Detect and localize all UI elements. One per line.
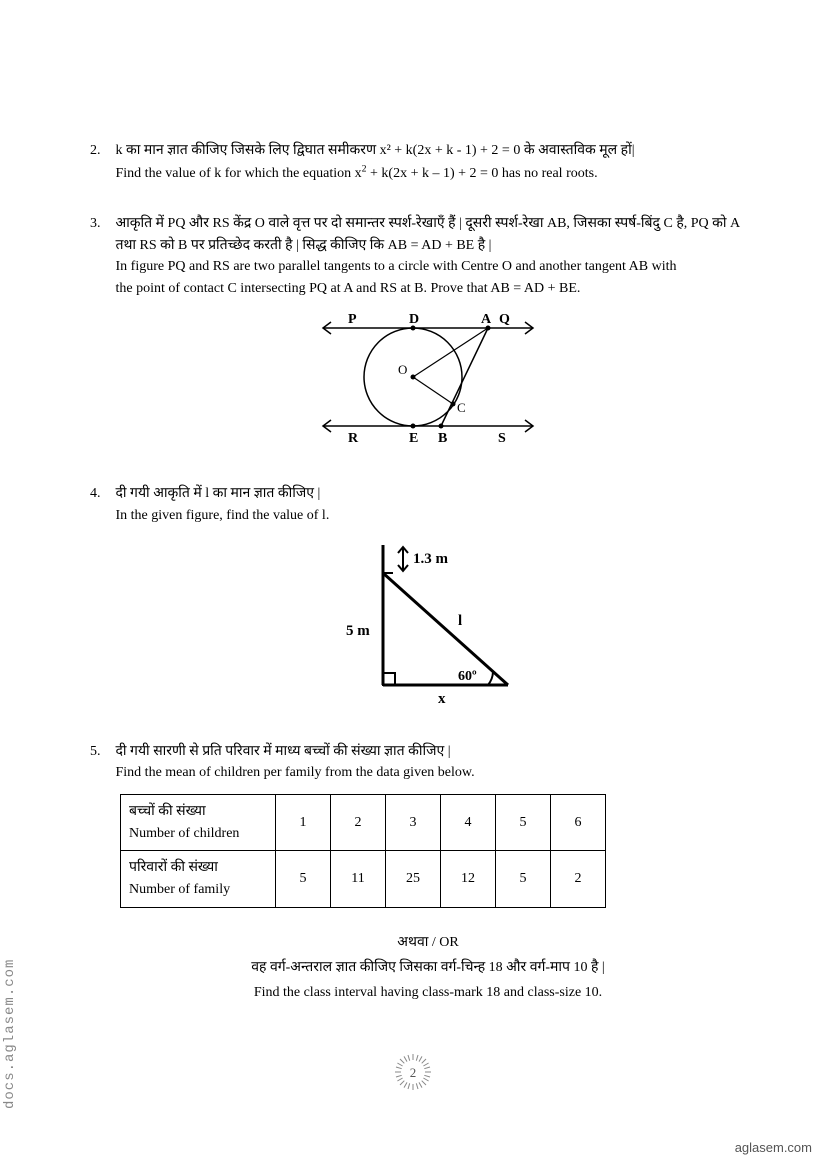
svg-text:R: R <box>348 431 359 446</box>
cell: 5 <box>496 794 551 850</box>
cell: 3 <box>386 794 441 850</box>
q3-hindi-a: आकृति में PQ और RS केंद्र O वाले वृत्त प… <box>116 216 741 231</box>
triangle-diagram: 1.3 m 5 m l 60º x <box>313 535 543 705</box>
cell: 2 <box>331 794 386 850</box>
or-block: अथवा / OR वह वर्ग-अन्तराल ज्ञात कीजिए जि… <box>90 930 766 1006</box>
circle-tangent-diagram: P D A Q O C R E B S <box>313 308 543 448</box>
question-number: 5. <box>90 741 112 763</box>
svg-text:l: l <box>458 613 462 629</box>
page-number-badge: 2 <box>391 1050 435 1099</box>
svg-text:P: P <box>348 312 357 327</box>
svg-text:E: E <box>409 431 418 446</box>
svg-text:A: A <box>481 312 492 327</box>
cell: 1 <box>276 794 331 850</box>
q4-en: In the given figure, find the value of l… <box>116 508 330 523</box>
q2-en-part-a: Find the value of k for which the equati… <box>116 166 362 181</box>
svg-text:D: D <box>409 312 419 327</box>
svg-text:60º: 60º <box>458 669 477 684</box>
q2-en-part-b: + k(2x + k – 1) + 2 = 0 has no real root… <box>367 166 598 181</box>
question-body: दी गयी आकृति में l का मान ज्ञात कीजिए | … <box>116 483 766 526</box>
question-4: 4. दी गयी आकृति में l का मान ज्ञात कीजिए… <box>90 483 766 712</box>
q3-hindi-b: तथा RS को B पर प्रतिच्छेद करती है | सिद्… <box>116 238 492 253</box>
watermark-left: docs.aglasem.com <box>2 959 18 1109</box>
q4-figure: 1.3 m 5 m l 60º x <box>90 535 766 713</box>
q3-en-a: In figure PQ and RS are two parallel tan… <box>116 259 677 274</box>
svg-text:1.3 m: 1.3 m <box>413 551 449 567</box>
cell: 11 <box>331 851 386 907</box>
row2-label-hi: परिवारों की संख्या <box>129 860 218 875</box>
q2-hindi: k का मान ज्ञात कीजिए जिसके लिए द्विघात स… <box>116 143 635 158</box>
cell: 2 <box>551 851 606 907</box>
svg-text:Q: Q <box>499 312 510 327</box>
svg-text:C: C <box>457 400 466 415</box>
q5-hindi: दी गयी सारणी से प्रति परिवार में माध्य ब… <box>116 744 451 759</box>
row2-label: परिवारों की संख्या Number of family <box>121 851 276 907</box>
question-body: आकृति में PQ और RS केंद्र O वाले वृत्त प… <box>116 213 766 300</box>
row1-label-hi: बच्चों की संख्या <box>129 804 206 819</box>
cell: 25 <box>386 851 441 907</box>
question-5: 5. दी गयी सारणी से प्रति परिवार में माध्… <box>90 741 766 1006</box>
cell: 5 <box>276 851 331 907</box>
page-content: 2. k का मान ज्ञात कीजिए जिसके लिए द्विघा… <box>0 0 826 1063</box>
svg-text:2: 2 <box>410 1065 417 1080</box>
q5-table: बच्चों की संख्या Number of children 1 2 … <box>120 794 606 908</box>
page-number-starburst: 2 <box>391 1050 435 1094</box>
cell: 5 <box>496 851 551 907</box>
cell: 12 <box>441 851 496 907</box>
svg-text:B: B <box>438 431 447 446</box>
row2-label-en: Number of family <box>129 882 230 897</box>
or-label: अथवा / OR <box>397 935 458 950</box>
cell: 6 <box>551 794 606 850</box>
q2-english: Find the value of k for which the equati… <box>116 166 598 181</box>
table-row: परिवारों की संख्या Number of family 5 11… <box>121 851 606 907</box>
svg-text:x: x <box>438 691 446 705</box>
svg-text:S: S <box>498 431 506 446</box>
row1-label: बच्चों की संख्या Number of children <box>121 794 276 850</box>
question-2: 2. k का मान ज्ञात कीजिए जिसके लिए द्विघा… <box>90 140 766 185</box>
svg-text:O: O <box>398 362 407 377</box>
q4-hindi: दी गयी आकृति में l का मान ज्ञात कीजिए | <box>116 486 321 501</box>
or-en: Find the class interval having class-mar… <box>254 985 602 1000</box>
svg-text:5 m: 5 m <box>346 623 370 639</box>
question-number: 4. <box>90 483 112 505</box>
cell: 4 <box>441 794 496 850</box>
question-body: दी गयी सारणी से प्रति परिवार में माध्य ब… <box>116 741 766 784</box>
q3-figure: P D A Q O C R E B S <box>90 308 766 456</box>
question-number: 3. <box>90 213 112 235</box>
question-body: k का मान ज्ञात कीजिए जिसके लिए द्विघात स… <box>116 140 766 185</box>
row1-label-en: Number of children <box>129 826 239 841</box>
table-row: बच्चों की संख्या Number of children 1 2 … <box>121 794 606 850</box>
question-number: 2. <box>90 140 112 162</box>
or-hindi: वह वर्ग-अन्तराल ज्ञात कीजिए जिसका वर्ग-च… <box>251 960 604 975</box>
q3-en-b: the point of contact C intersecting PQ a… <box>116 281 581 296</box>
watermark-right: aglasem.com <box>735 1140 812 1155</box>
q5-en: Find the mean of children per family fro… <box>116 765 475 780</box>
question-3: 3. आकृति में PQ और RS केंद्र O वाले वृत्… <box>90 213 766 455</box>
